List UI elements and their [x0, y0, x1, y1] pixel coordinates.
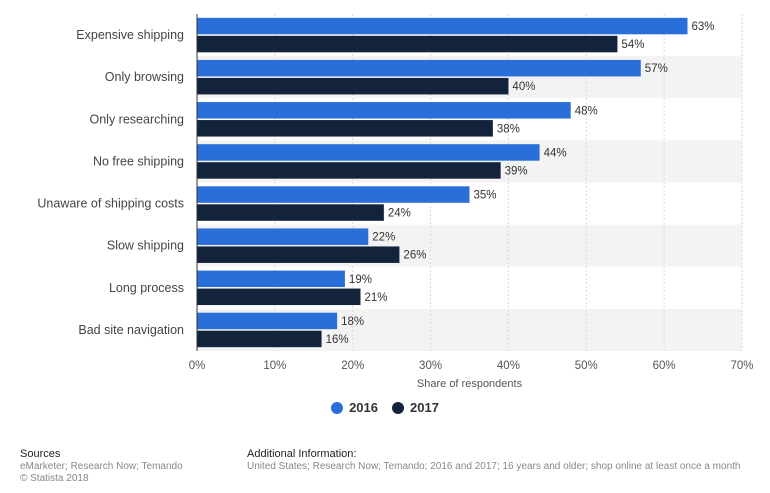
sources-title: Sources [20, 448, 61, 460]
data-label: 57% [645, 63, 668, 75]
bar-chart: 63% 54%57% 40% 48% 38% 44% 39% 35% 24% 22% 26% 19% 2… [37, 14, 754, 390]
legend-label: 2016 [349, 400, 378, 415]
x-tick-label: 60% [653, 360, 676, 372]
data-label: 48% [575, 105, 598, 117]
legend: 2016 2017 [0, 400, 770, 415]
data-label: 21% [365, 292, 388, 304]
data-label: 19% [349, 274, 372, 286]
bar-2017[interactable] [197, 162, 501, 179]
bar-2017[interactable] [197, 330, 322, 348]
bar-2016[interactable] [197, 228, 369, 245]
legend-dot-icon [392, 401, 404, 414]
tick-labels: 0% 10% 20% 30% 40% 50% 60% 70% [189, 360, 754, 372]
sources-text[interactable]: eMarketer; Research Now; Temando [20, 461, 183, 472]
legend-item-2016[interactable]: 2016 [331, 400, 378, 415]
legend-dot-icon [331, 401, 344, 414]
data-label: 18% [341, 316, 364, 328]
bar-2016[interactable] [197, 186, 470, 203]
bar-2017[interactable] [197, 204, 384, 221]
bar-2016[interactable] [197, 270, 345, 288]
bar-2017[interactable] [197, 246, 400, 263]
category-label: No free shipping [93, 154, 184, 168]
x-tick-label: 50% [575, 360, 598, 372]
bar-2016[interactable] [197, 144, 540, 161]
category-label: Long process [109, 281, 184, 295]
data-label: 38% [497, 123, 520, 135]
copyright-text: © Statista 2018 [20, 473, 89, 484]
x-tick-label: 0% [189, 360, 206, 372]
additional-info-block: Additional Information: United States; R… [247, 448, 767, 473]
data-label: 39% [505, 165, 528, 177]
bar-2017[interactable] [197, 77, 509, 95]
x-tick-label: 10% [263, 360, 286, 372]
data-label: 22% [372, 232, 395, 244]
x-axis-title: Share of respondents [417, 378, 523, 390]
data-label: 35% [474, 190, 497, 202]
bar-2017[interactable] [197, 35, 618, 53]
data-label: 24% [388, 208, 411, 220]
category-labels: Expensive shipping Only browsing Only rese… [37, 28, 184, 337]
data-label: 54% [621, 39, 644, 51]
category-label: Expensive shipping [76, 28, 184, 42]
additional-info-title: Additional Information: [247, 448, 357, 460]
category-label: Only researching [90, 112, 185, 126]
sources-block: Sources eMarketer; Research Now; Temando… [20, 448, 183, 485]
bar-2017[interactable] [197, 120, 493, 137]
legend-item-2017[interactable]: 2017 [392, 400, 439, 415]
data-label: 16% [326, 334, 349, 346]
data-label: 63% [692, 21, 715, 33]
bars: 63% 54%57% 40% 48% 38% 44% 39% 35% 24% 22% 26% 19% 2… [197, 17, 715, 348]
bar-2017[interactable] [197, 288, 361, 306]
data-label: 44% [544, 147, 567, 159]
bar-2016[interactable] [197, 102, 571, 119]
x-tick-label: 70% [730, 360, 753, 372]
bar-2016[interactable] [197, 17, 688, 35]
x-tick-label: 30% [419, 360, 442, 372]
x-tick-label: 20% [341, 360, 364, 372]
data-label: 26% [403, 250, 426, 262]
category-label: Slow shipping [107, 239, 184, 253]
additional-info-text: United States; Research Now; Temando; 20… [247, 461, 741, 472]
category-label: Unaware of shipping costs [37, 197, 184, 211]
bar-2016[interactable] [197, 312, 338, 330]
x-tick-label: 40% [497, 360, 520, 372]
category-label: Only browsing [105, 70, 184, 84]
data-label: 40% [512, 81, 535, 93]
bar-2016[interactable] [197, 59, 641, 77]
legend-label: 2017 [410, 400, 439, 415]
category-label: Bad site navigation [78, 323, 184, 337]
